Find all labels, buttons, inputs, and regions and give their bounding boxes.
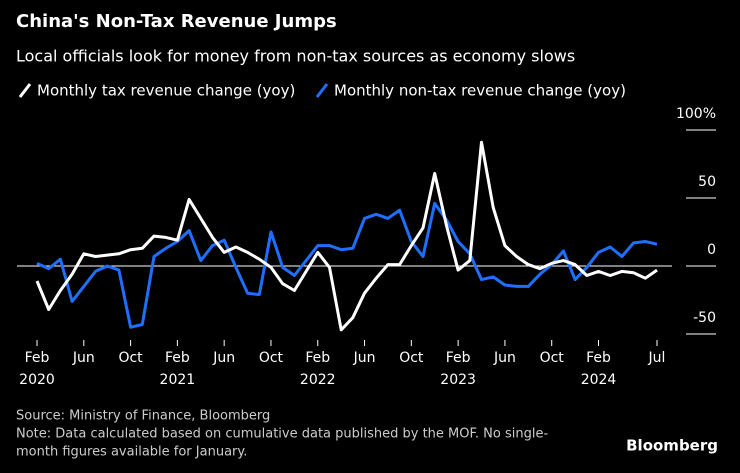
legend-label: Monthly tax revenue change (yoy) bbox=[37, 82, 295, 100]
x-tick-label: Oct bbox=[540, 350, 565, 366]
chart-title: China's Non-Tax Revenue Jumps bbox=[16, 11, 337, 32]
y-tick-label: 100% bbox=[676, 106, 716, 122]
x-tick-label: Feb bbox=[25, 350, 50, 366]
note: Note: Data calculated based on cumulativ… bbox=[16, 427, 548, 442]
x-tick-label: Jun bbox=[212, 350, 235, 366]
x-year-label: 2020 bbox=[19, 372, 55, 388]
x-tick-label: Feb bbox=[165, 350, 190, 366]
legend-swatch bbox=[18, 83, 32, 98]
y-tick-label: -50 bbox=[693, 310, 716, 326]
series-line bbox=[35, 140, 658, 332]
series-line bbox=[36, 201, 658, 329]
legend-label: Monthly non-tax revenue change (yoy) bbox=[334, 82, 626, 100]
x-tick-label: Oct bbox=[118, 350, 143, 366]
x-tick-label: Feb bbox=[305, 350, 330, 366]
x-tick-label: Feb bbox=[586, 350, 611, 366]
x-tick-label: Feb bbox=[446, 350, 471, 366]
x-year-label: 2022 bbox=[300, 372, 336, 388]
source: Source: Ministry of Finance, Bloomberg bbox=[16, 409, 270, 424]
x-tick-label: Jul bbox=[648, 350, 666, 366]
x-tick-label: Jun bbox=[493, 350, 516, 366]
x-tick-label: Oct bbox=[399, 350, 424, 366]
x-tick-label: Jun bbox=[72, 350, 95, 366]
y-tick-label: 0 bbox=[707, 242, 716, 258]
legend-swatch bbox=[315, 83, 329, 98]
x-year-label: 2024 bbox=[581, 372, 617, 388]
x-year-label: 2023 bbox=[440, 372, 476, 388]
chart-subtitle: Local officials look for money from non-… bbox=[16, 47, 575, 66]
note: month figures available for January. bbox=[16, 445, 247, 460]
y-tick-label: 50 bbox=[698, 174, 716, 190]
x-tick-label: Jun bbox=[353, 350, 376, 366]
brand: Bloomberg bbox=[626, 437, 718, 455]
x-year-label: 2021 bbox=[160, 372, 196, 388]
x-tick-label: Oct bbox=[259, 350, 284, 366]
